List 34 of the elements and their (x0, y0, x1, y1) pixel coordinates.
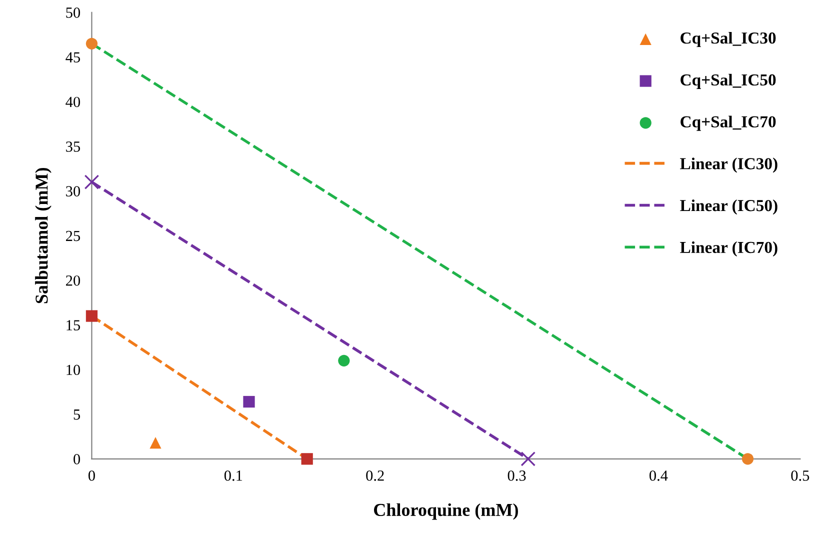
x-tick-label: 0.3 (508, 470, 526, 481)
point (338, 354, 350, 366)
legend-label: Cq+Sal_IC70 (680, 116, 776, 131)
legend-label: Linear (IC70) (680, 241, 778, 256)
point (150, 437, 162, 449)
y-axis-title: Salbutamol (mM) (35, 168, 52, 304)
y-tick-label: 10 (66, 364, 80, 376)
y-tick-label: 5 (74, 410, 80, 420)
y-tick-label: 30 (66, 186, 80, 196)
y-tick-label: 0 (74, 454, 80, 464)
x-tick-label: 0.1 (224, 470, 242, 481)
legend-label: Linear (IC30) (680, 158, 778, 173)
y-tick-label: 20 (66, 275, 80, 286)
y-tick-label: 35 (66, 142, 80, 152)
y-tick-label: 15 (66, 320, 80, 330)
legend-label: Cq+Sal_IC30 (680, 32, 776, 48)
point (742, 453, 754, 465)
x-tick-label: 0.5 (791, 470, 810, 481)
y-tick-label: 50 (66, 8, 80, 18)
y-tick-label: 45 (66, 52, 80, 62)
x-axis-title: Chloroquine (mM) (374, 503, 518, 520)
point (301, 453, 313, 465)
x-tick-label: 0 (88, 470, 95, 481)
point (84, 174, 100, 190)
point (520, 451, 536, 466)
y-tick-label: 40 (66, 96, 80, 108)
y-tick-label: 25 (66, 230, 80, 242)
legend-label: Cq+Sal_IC50 (680, 74, 776, 89)
legend-label: Linear (IC50) (680, 199, 778, 215)
point (86, 38, 98, 50)
point (243, 396, 255, 408)
point (86, 310, 98, 322)
x-tick-label: 0.4 (650, 470, 668, 481)
x-tick-label: 0.2 (366, 470, 384, 481)
